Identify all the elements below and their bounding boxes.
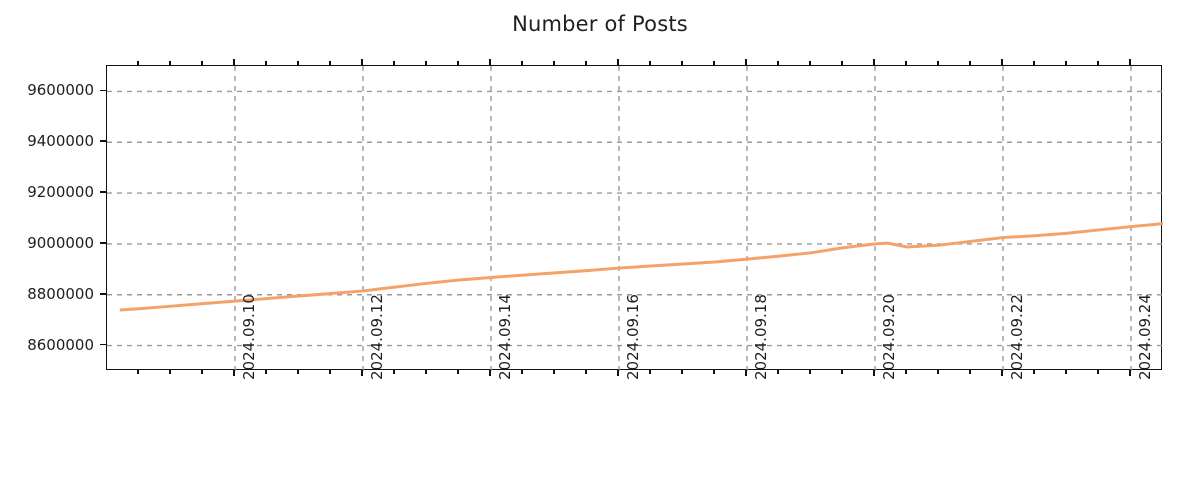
chart-title: Number of Posts — [512, 12, 688, 36]
y-tick-label: 9400000 — [27, 132, 94, 151]
y-tick-label: 8600000 — [27, 335, 94, 354]
x-gridlines — [234, 66, 1132, 371]
y-tick-label: 9200000 — [27, 183, 94, 202]
x-tick-label: 2024.09.18 — [752, 294, 770, 380]
y-tick-label: 9000000 — [27, 233, 94, 252]
x-tick-label: 2024.09.10 — [240, 294, 258, 380]
x-tick-label: 2024.09.16 — [624, 294, 642, 380]
x-tick-label: 2024.09.14 — [496, 294, 514, 380]
x-tick-label: 2024.09.12 — [368, 294, 386, 380]
x-tick-label: 2024.09.20 — [880, 294, 898, 380]
plot-svg — [107, 66, 1163, 371]
y-gridlines — [107, 90, 1163, 347]
y-tick-label: 8800000 — [27, 284, 94, 303]
series-line-number-of-posts — [119, 222, 1163, 312]
y-tick-label: 9600000 — [27, 81, 94, 100]
x-tick-label: 2024.09.22 — [1008, 294, 1026, 380]
x-tick-label: 2024.09.24 — [1136, 294, 1154, 380]
plot-area — [106, 65, 1163, 371]
